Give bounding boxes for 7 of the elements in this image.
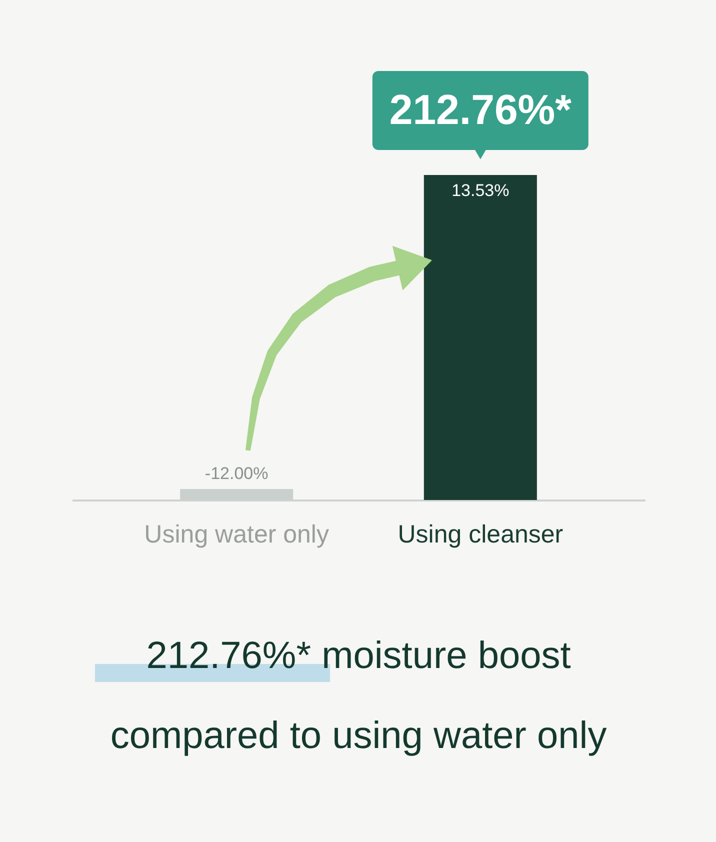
text: compared to using water only — [110, 715, 607, 757]
text: 212.76%* moisture boost — [146, 635, 572, 677]
annotation: 212.76%* — [389, 86, 572, 133]
annotation: -12.00% — [204, 464, 268, 483]
x-tick-label: Using cleanser — [398, 520, 564, 548]
x-tick-label: Using water only — [144, 520, 330, 548]
annotation: 13.53% — [452, 181, 510, 200]
